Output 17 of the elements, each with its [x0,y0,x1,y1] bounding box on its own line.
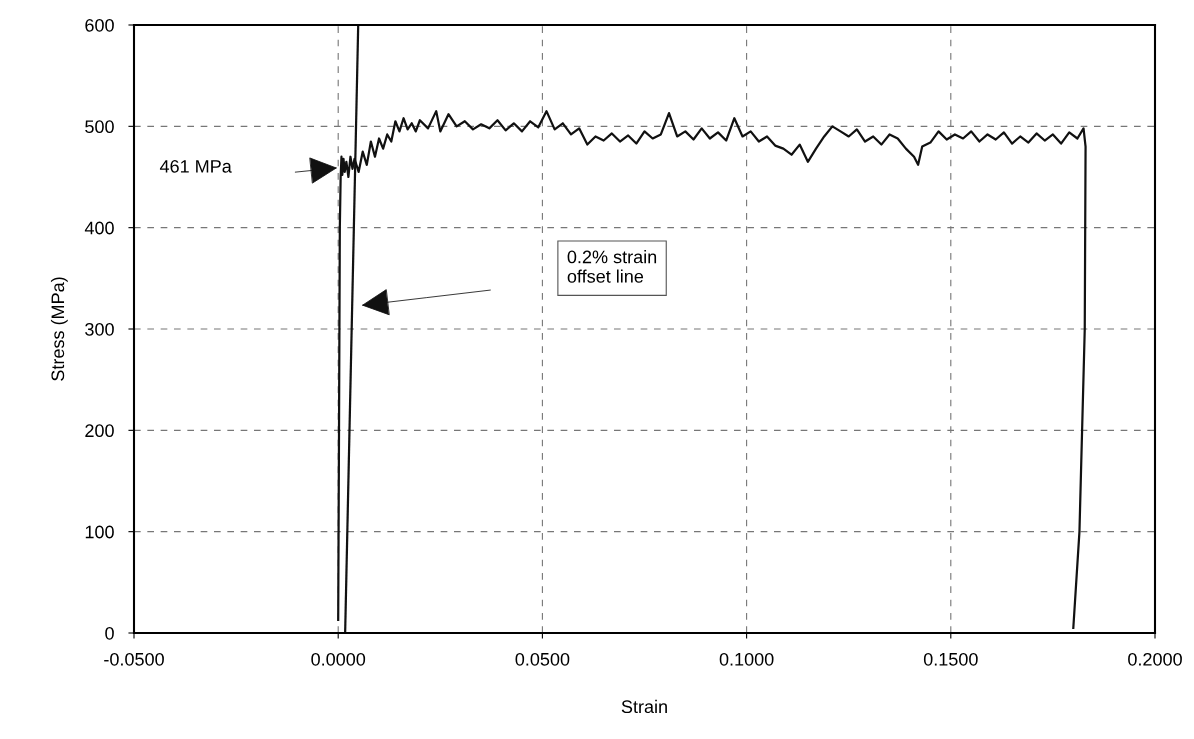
y-tick-label: 200 [85,424,114,438]
y-tick-label: 500 [85,120,114,134]
x-tick-label: 0.1500 [923,652,978,666]
x-tick-label: 0.2000 [1128,652,1182,666]
annotation: 461 MPa [159,159,232,173]
y-tick-label: 400 [84,221,114,235]
x-tick-label: 0.0500 [515,652,570,666]
x-tick-label: -0.0500 [104,652,164,666]
y-tick-label: 100 [85,525,114,539]
y-axis-title: Stress (MPa) [50,277,68,381]
x-axis-title: Strain [621,699,667,714]
x-tick-label: 0.1000 [719,652,774,666]
annotation: 0.2% strain offset line [567,250,657,283]
y-tick-label: 0 [105,626,114,640]
x-tick-label: 0.0000 [311,652,366,666]
y-tick-label: 300 [85,322,114,336]
y-tick-label: 600 [85,18,114,32]
